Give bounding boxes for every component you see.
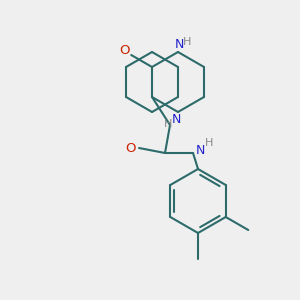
Text: N: N [171, 113, 181, 126]
Text: N: N [195, 145, 205, 158]
Text: O: O [125, 142, 135, 154]
Text: N: N [174, 38, 184, 51]
Text: O: O [119, 44, 130, 58]
Text: H: H [183, 37, 191, 47]
Text: H: H [164, 119, 172, 129]
Text: H: H [205, 138, 213, 148]
